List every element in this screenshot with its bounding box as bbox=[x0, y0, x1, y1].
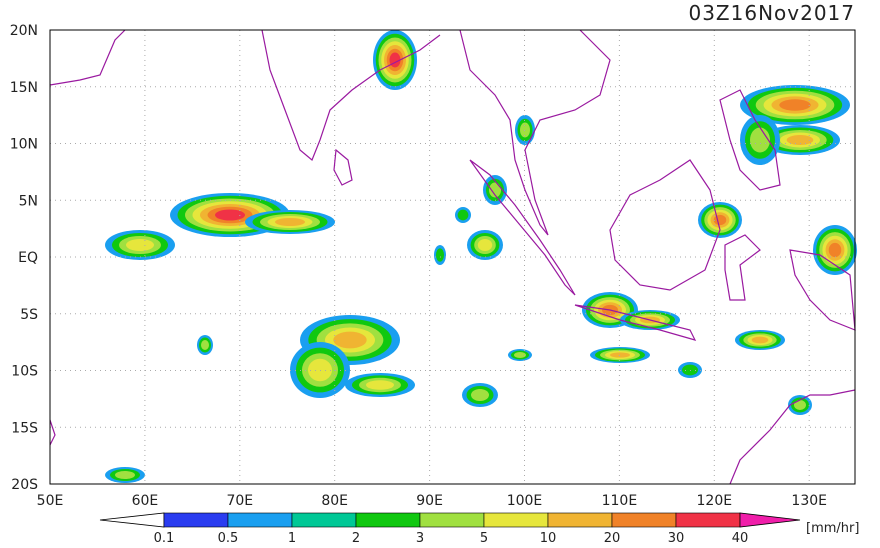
colorbar-segment bbox=[483, 512, 549, 528]
coastline bbox=[724, 234, 761, 301]
coastline bbox=[333, 148, 353, 186]
colorbar-label: 0.1 bbox=[154, 531, 175, 544]
rain-area bbox=[115, 471, 135, 479]
colorbar-segment bbox=[419, 512, 485, 528]
colorbar-high bbox=[739, 512, 801, 528]
lat-label: 20S bbox=[11, 477, 38, 493]
lon-label: 110E bbox=[602, 493, 638, 509]
colorbar-label: 10 bbox=[540, 531, 557, 544]
rain-area bbox=[366, 380, 394, 390]
colorbar-segment bbox=[291, 512, 357, 528]
colorbar-label: 3 bbox=[416, 531, 424, 544]
lon-label: 50E bbox=[37, 493, 64, 509]
rain-area bbox=[489, 182, 501, 198]
coastline bbox=[789, 249, 856, 331]
lat-label: 20N bbox=[10, 23, 38, 39]
coastlines bbox=[49, 29, 856, 485]
coastline bbox=[609, 159, 721, 291]
colorbar-segment bbox=[547, 512, 613, 528]
rain-area bbox=[215, 209, 245, 221]
colorbar: 0.1 0.5 1 2 3 5 10 20 30 40 bbox=[99, 512, 801, 546]
coastline bbox=[719, 89, 781, 191]
lon-label: 80E bbox=[321, 493, 348, 509]
rain-area bbox=[477, 239, 493, 251]
rain-area bbox=[828, 242, 842, 258]
rain-area bbox=[457, 209, 469, 221]
rain-area bbox=[750, 127, 770, 153]
colorbar-unit: [mm/hr] bbox=[806, 521, 859, 536]
rain-area bbox=[514, 352, 526, 358]
rain-area bbox=[436, 248, 444, 262]
lat-label: EQ bbox=[18, 250, 38, 266]
colorbar-segment bbox=[227, 512, 293, 528]
coastline bbox=[469, 159, 576, 296]
rain-area bbox=[794, 400, 806, 410]
rain-area bbox=[126, 239, 154, 251]
lon-label: 100E bbox=[507, 493, 543, 509]
coastline bbox=[261, 29, 441, 161]
grid bbox=[50, 30, 855, 484]
colorbar-segment bbox=[611, 512, 677, 528]
colorbar-label: 0.5 bbox=[218, 531, 239, 544]
colorbar-segment bbox=[163, 512, 229, 528]
lon-label: 70E bbox=[226, 493, 253, 509]
coastline bbox=[574, 304, 697, 341]
rain-area bbox=[471, 389, 489, 401]
lat-label: 15S bbox=[11, 420, 38, 436]
lon-label: 130E bbox=[791, 493, 827, 509]
lon-label: 60E bbox=[132, 493, 159, 509]
lat-label: 5S bbox=[20, 307, 38, 323]
lat-label: 5N bbox=[19, 193, 38, 209]
rain-area bbox=[275, 218, 305, 226]
rain-area bbox=[751, 336, 769, 344]
map-frame bbox=[49, 29, 856, 485]
lon-label: 90E bbox=[416, 493, 443, 509]
colorbar-label: 5 bbox=[480, 531, 488, 544]
timestamp: 03Z16Nov2017 bbox=[688, 1, 855, 25]
colorbar-label: 30 bbox=[668, 531, 685, 544]
rain-area bbox=[610, 352, 630, 358]
rain-area bbox=[713, 214, 727, 226]
coastline bbox=[49, 419, 56, 446]
lat-label: 15N bbox=[10, 80, 38, 96]
colorbar-label: 2 bbox=[352, 531, 360, 544]
colorbar-low bbox=[99, 512, 165, 528]
colorbar-segment bbox=[675, 512, 741, 528]
rain-area bbox=[786, 135, 814, 145]
colorbar-segment bbox=[355, 512, 421, 528]
lon-label: 120E bbox=[697, 493, 733, 509]
rain-area bbox=[779, 99, 811, 111]
lat-label: 10S bbox=[11, 364, 38, 380]
colorbar-label: 1 bbox=[288, 531, 296, 544]
rain-area bbox=[333, 331, 367, 349]
lat-label: 10N bbox=[10, 137, 38, 153]
coastline bbox=[459, 29, 611, 236]
rain-area bbox=[201, 340, 209, 350]
coastline bbox=[729, 389, 856, 485]
colorbar-label: 20 bbox=[604, 531, 621, 544]
colorbar-label: 40 bbox=[732, 531, 749, 544]
rain-areas bbox=[105, 30, 857, 483]
coastline bbox=[49, 29, 126, 86]
